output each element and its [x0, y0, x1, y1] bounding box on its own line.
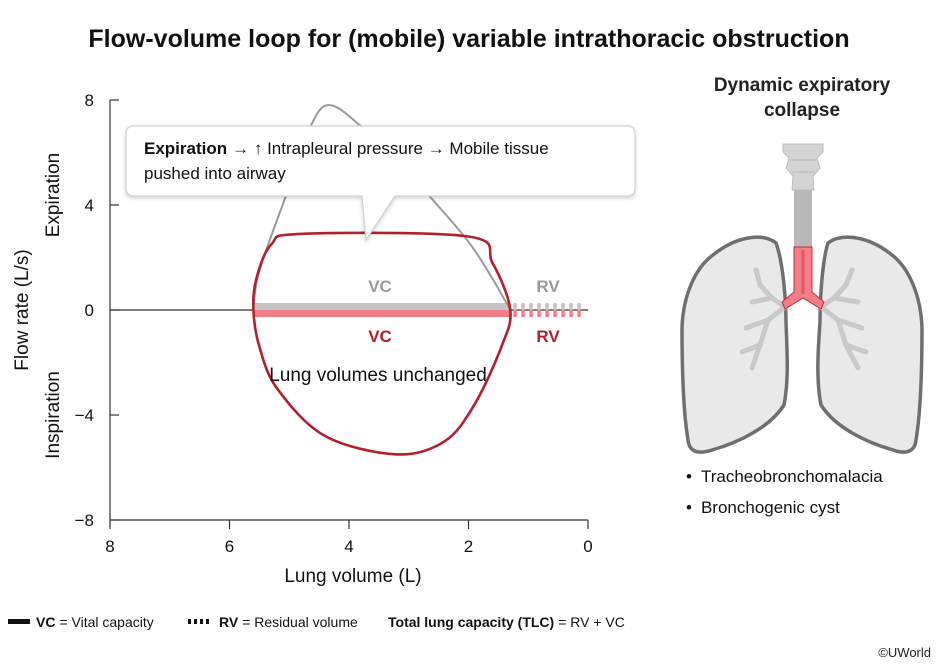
y-tick-label: 0	[85, 301, 94, 320]
bullet-text-2: Bronchogenic cyst	[701, 498, 840, 517]
x-tick-label: 4	[344, 537, 353, 556]
y-tick-label: −4	[75, 406, 94, 425]
ticks: 8 6 4 2 0 8 4 0 −4 −8	[75, 91, 593, 556]
curves	[251, 104, 512, 456]
side-title-line-2: collapse	[764, 100, 840, 121]
callout-line-2: pushed into airway	[144, 164, 286, 183]
vc-lower-bar	[253, 310, 511, 317]
rv-bottom-label: RV	[536, 327, 560, 346]
callout-text-1: → ↑ Intrapleural pressure → Mobile tissu…	[232, 139, 549, 158]
chart-title: Flow-volume loop for (mobile) variable i…	[88, 25, 849, 53]
side-panel: Dynamic expiratory collapse	[680, 75, 924, 517]
y-tick-label: 8	[85, 91, 94, 110]
legend-rv-text: = Residual volume	[242, 614, 358, 630]
legend-text-tlc: Total lung capacity (TLC) = RV + VC	[388, 614, 625, 630]
copyright: ©UWorld	[878, 645, 931, 660]
callout-line-1: Expiration → ↑ Intrapleural pressure → Mo…	[144, 139, 549, 158]
callout-bold: Expiration	[144, 139, 227, 158]
volume-bars	[253, 303, 581, 317]
left-lung	[680, 235, 789, 454]
bullet-text-1: Tracheobronchomalacia	[701, 467, 883, 486]
rv-lower-bar	[513, 310, 581, 317]
side-title-line-1: Dynamic expiratory	[714, 75, 891, 96]
y-axis-upper-label: Expiration	[43, 153, 64, 238]
legend-rv-abbr: RV	[219, 614, 239, 630]
y-axis-title: Flow rate (L/s)	[12, 249, 33, 370]
bullet-marker-2: •	[686, 498, 692, 517]
rv-top-label: RV	[536, 277, 560, 296]
legend-vc-abbr: VC	[36, 614, 55, 630]
y-axis-lower-label: Inspiration	[43, 371, 64, 459]
legend-text-rv: RV = Residual volume	[219, 614, 358, 630]
x-tick-label: 8	[105, 537, 114, 556]
right-lung	[816, 235, 924, 454]
bronchial-tree	[739, 267, 869, 371]
legend: VC = Vital capacity RV = Residual volume T…	[8, 614, 625, 630]
rv-legend-swatch	[188, 619, 209, 624]
volumes-annotation: Lung volumes unchanged	[269, 365, 487, 386]
y-tick-label: −8	[75, 511, 94, 530]
obstructed-loop-curve	[251, 231, 512, 456]
vc-bottom-label: VC	[368, 327, 392, 346]
vc-legend-swatch	[8, 619, 30, 624]
x-tick-label: 0	[583, 537, 592, 556]
x-axis-title: Lung volume (L)	[284, 566, 421, 587]
callout-box	[125, 125, 636, 242]
legend-vc-text: = Vital capacity	[59, 614, 153, 630]
normal-reference-curve	[252, 104, 512, 311]
plot-area: 8 6 4 2 0 8 4 0 −4 −8 Lung volume (L) Flow rate (…	[12, 91, 593, 587]
lungs-illustration	[680, 143, 924, 454]
y-tick-label: 4	[85, 196, 94, 215]
vc-top-label: VC	[368, 277, 392, 296]
legend-tlc-text: = RV + VC	[558, 614, 625, 630]
bullet-marker-1: •	[686, 467, 692, 486]
callout: Expiration → ↑ Intrapleural pressure → Mo…	[125, 125, 636, 242]
vc-upper-bar	[253, 303, 511, 310]
larynx	[782, 143, 824, 191]
legend-tlc-bold: Total lung capacity (TLC)	[388, 614, 554, 630]
x-tick-label: 2	[464, 537, 473, 556]
trachea-upper	[794, 182, 812, 248]
legend-text: VC = Vital capacity	[36, 614, 154, 630]
x-tick-label: 6	[225, 537, 234, 556]
bullet-2: • Bronchogenic cyst	[686, 498, 840, 517]
bullet-1: • Tracheobronchomalacia	[686, 467, 883, 486]
rv-upper-bar	[513, 303, 581, 310]
